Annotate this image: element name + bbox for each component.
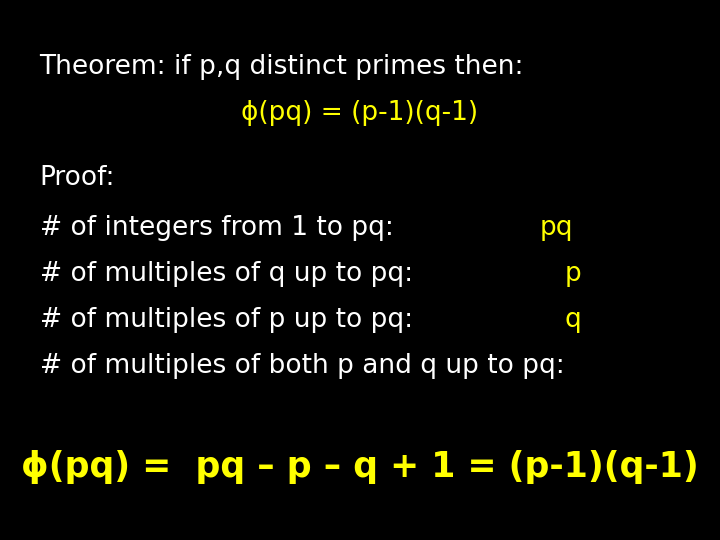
Text: q: q — [564, 307, 581, 333]
Text: # of multiples of p up to pq:: # of multiples of p up to pq: — [40, 307, 446, 333]
Text: Theorem: if p,q distinct primes then:: Theorem: if p,q distinct primes then: — [40, 55, 524, 80]
Text: # of multiples of q up to pq:: # of multiples of q up to pq: — [40, 261, 446, 287]
Text: Proof:: Proof: — [40, 165, 115, 191]
Text: # of integers from 1 to pq:: # of integers from 1 to pq: — [40, 215, 427, 241]
Text: # of multiples of both p and q up to pq:: # of multiples of both p and q up to pq: — [40, 353, 631, 379]
Text: pq: pq — [539, 215, 573, 241]
Text: ϕ(pq) = (p-1)(q-1): ϕ(pq) = (p-1)(q-1) — [241, 100, 479, 126]
Text: ϕ(pq) =  pq – p – q + 1 = (p-1)(q-1): ϕ(pq) = pq – p – q + 1 = (p-1)(q-1) — [21, 450, 699, 484]
Text: p: p — [564, 261, 581, 287]
